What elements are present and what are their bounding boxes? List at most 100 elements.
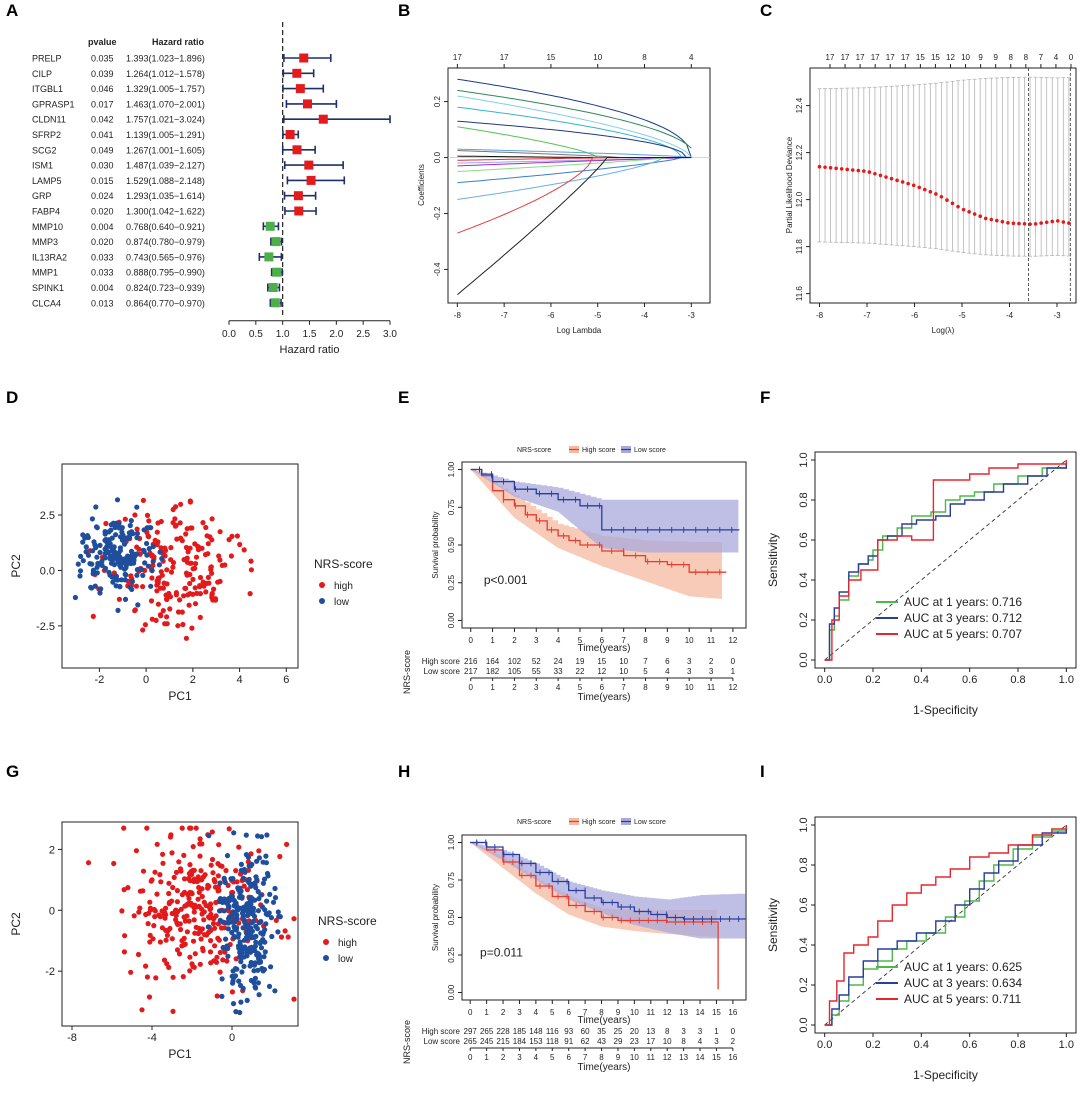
pca-point-low (156, 562, 162, 568)
roc-y-axis-title: Sensitivity (766, 533, 780, 587)
roc-x-tick-label: 1.0 (1059, 1039, 1074, 1051)
lasso-top-tick-label: 10 (593, 53, 602, 62)
pca-point-high (282, 928, 288, 934)
pca-point-low (232, 973, 239, 979)
forest-hr-point (303, 99, 313, 109)
pca-point-low (224, 853, 231, 859)
risk-table-count: 164 (486, 657, 500, 666)
roc-legend-label: AUC at 5 years: 0.707 (904, 627, 1022, 641)
pca-point-high (187, 968, 193, 974)
pca-point-low (110, 579, 116, 585)
pca-point-low (246, 906, 252, 912)
cv-top-tick-label: 4 (1054, 53, 1059, 62)
pca-point-low (256, 992, 262, 998)
pca-point-low (85, 552, 92, 558)
cv-mean-point (939, 194, 944, 199)
forest-hr-point (295, 84, 305, 94)
pca-point-high (168, 545, 174, 551)
pca-point-high (228, 553, 234, 559)
pca-point-low (252, 975, 258, 982)
pca-point-high (173, 592, 179, 598)
pca-point-low (240, 985, 246, 992)
cv-mean-point (1061, 220, 1066, 224)
roc-legend-label: AUC at 3 years: 0.634 (904, 976, 1022, 990)
pca-point-high (173, 504, 179, 510)
pca-point-high (212, 884, 219, 890)
km-x-tick-label: 14 (696, 1008, 705, 1017)
pca-point-high (200, 945, 206, 951)
pca-y-tick-label: 0 (49, 905, 55, 917)
pca-point-high (167, 925, 173, 932)
roc-plot-frame (814, 451, 1077, 669)
pca-point-high (212, 943, 218, 949)
pca-point-high (192, 601, 199, 607)
pca-point-low (129, 578, 135, 585)
forest-x-tick-label: 2.5 (356, 329, 370, 340)
pca-point-high (192, 541, 198, 547)
roc-y-tick-label: 1.0 (798, 452, 810, 467)
pca-point-low (255, 950, 261, 956)
cv-mean-point (972, 212, 977, 216)
pca-point-low (83, 544, 89, 550)
pca-point-high (187, 499, 193, 505)
pca-point-high (186, 602, 192, 608)
roc-y-tick-label: 0.2 (798, 977, 810, 992)
km-y-tick-label: 0.50 (447, 537, 456, 553)
risk-x-tick-label: 14 (696, 1053, 705, 1062)
risk-x-tick-label: 7 (621, 683, 626, 692)
pca-point-high (144, 512, 151, 519)
pca-point-high (201, 917, 207, 923)
pca-point-high (170, 884, 176, 891)
risk-x-axis-title: Time(years) (578, 692, 631, 703)
pca-point-low (72, 594, 78, 601)
cv-top-tick-label: 7 (1039, 53, 1044, 62)
pca-point-high (181, 942, 187, 948)
forest-pvalue: 0.013 (91, 298, 114, 308)
cv-plot-frame (809, 67, 1077, 304)
cv-top-tick-label: 10 (961, 53, 970, 62)
pca-point-high (163, 912, 169, 918)
forest-pvalue: 0.042 (91, 115, 114, 125)
pca-point-low (134, 535, 140, 541)
forest-gene-label: LAMP5 (32, 176, 62, 186)
pca-point-low (256, 896, 262, 902)
pca-point-low (235, 887, 242, 893)
lasso-coef-path (457, 157, 692, 172)
pca-point-high (209, 829, 215, 835)
km-x-tick-label: 6 (566, 1008, 571, 1017)
risk-table-count: 93 (564, 1027, 573, 1036)
roc-x-axis-title: 1-Specificity (913, 703, 978, 717)
lasso-plot-frame (447, 67, 711, 304)
pca-point-high (154, 542, 160, 548)
pca-point-high (181, 593, 187, 599)
km-legend-label: High score (582, 819, 616, 826)
pca-point-low (125, 535, 131, 541)
forest-gene-label: ITGBL1 (32, 84, 63, 94)
cv-mean-point (900, 180, 905, 184)
pca-point-high (125, 885, 131, 891)
pca-point-high (201, 909, 207, 915)
km-x-tick-label: 2 (501, 1008, 506, 1017)
pca-point-high (200, 520, 206, 526)
lasso-y-tick-label: 0.0 (433, 151, 442, 163)
pca-point-high (217, 529, 223, 535)
risk-table-count: 265 (464, 1037, 478, 1046)
pca-point-high (195, 874, 201, 880)
risk-table-count: 118 (546, 1037, 559, 1046)
km-x-tick-label: 5 (550, 1008, 555, 1017)
risk-table-count: 62 (581, 1037, 590, 1046)
pca-point-low (102, 537, 108, 543)
risk-table-count: 3 (714, 1037, 719, 1046)
panel-label-I: I (760, 762, 765, 781)
risk-table-count: 20 (630, 1027, 639, 1036)
panel-C-cv-deviance: -8 -7 -6 -5 -4 -3 11.6 11.8 12.0 12.2 12.4 17 17 17 17… (785, 53, 1077, 335)
pca-point-low (122, 577, 128, 583)
pca-point-low (131, 552, 137, 559)
pca-point-low (238, 999, 244, 1005)
pca-point-high (154, 841, 160, 847)
pca-point-high (146, 994, 153, 1000)
pca-point-high (178, 926, 184, 933)
pca-point-low (245, 912, 251, 918)
km-x-tick-label: 9 (665, 636, 670, 645)
pca-point-high (203, 524, 209, 531)
